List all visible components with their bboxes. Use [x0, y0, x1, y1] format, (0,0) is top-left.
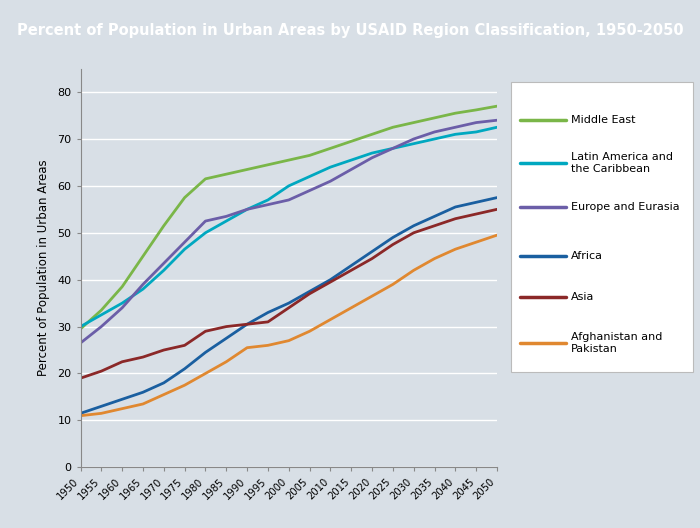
- FancyBboxPatch shape: [511, 82, 693, 372]
- Y-axis label: Percent of Population in Urban Areas: Percent of Population in Urban Areas: [37, 159, 50, 376]
- Text: Afghanistan and
Pakistan: Afghanistan and Pakistan: [571, 333, 662, 354]
- Text: Africa: Africa: [571, 251, 603, 261]
- Text: Percent of Population in Urban Areas by USAID Region Classification, 1950-2050: Percent of Population in Urban Areas by …: [17, 23, 683, 38]
- Text: Asia: Asia: [571, 292, 594, 301]
- Text: Europe and Eurasia: Europe and Eurasia: [571, 202, 680, 212]
- Text: Latin America and
the Caribbean: Latin America and the Caribbean: [571, 153, 673, 174]
- Text: Middle East: Middle East: [571, 115, 636, 125]
